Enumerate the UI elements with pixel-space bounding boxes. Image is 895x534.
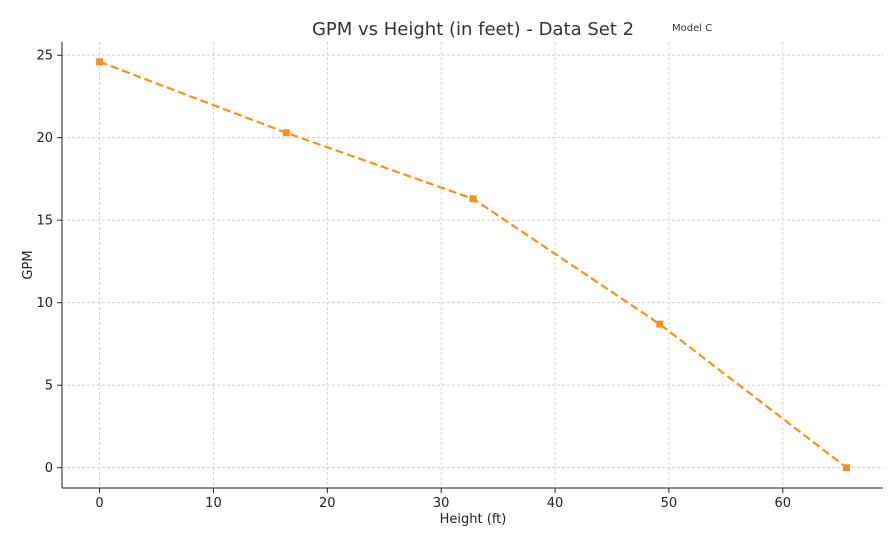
grid <box>62 42 883 488</box>
data-point <box>96 58 104 66</box>
series <box>96 58 851 472</box>
data-point <box>282 129 290 137</box>
chart-title: GPM vs Height (in feet) - Data Set 2 <box>312 19 634 40</box>
x-ticks: 0 10 20 30 40 50 60 <box>95 488 791 511</box>
y-tick-label: 25 <box>36 49 53 64</box>
x-tick-label: 20 <box>319 496 336 511</box>
y-tick-label: 15 <box>36 214 53 229</box>
data-point <box>843 464 851 472</box>
x-tick-label: 10 <box>205 496 222 511</box>
model-annotation: Model C <box>672 23 712 34</box>
x-tick-label: 0 <box>95 496 103 511</box>
x-tick-label: 50 <box>661 496 678 511</box>
data-point <box>469 195 477 203</box>
x-tick-label: 30 <box>433 496 450 511</box>
x-tick-label: 60 <box>775 496 792 511</box>
y-axis-label: GPM <box>21 250 36 279</box>
data-point <box>656 320 664 328</box>
y-tick-label: 10 <box>36 296 53 311</box>
axes <box>61 42 883 489</box>
y-tick-label: 5 <box>45 379 53 394</box>
y-ticks: 0 5 10 15 20 25 <box>36 49 62 476</box>
y-tick-label: 0 <box>45 461 53 476</box>
series-line <box>99 60 848 469</box>
x-axis-label: Height (ft) <box>440 512 507 527</box>
x-tick-label: 40 <box>547 496 564 511</box>
y-tick-label: 20 <box>36 131 53 146</box>
